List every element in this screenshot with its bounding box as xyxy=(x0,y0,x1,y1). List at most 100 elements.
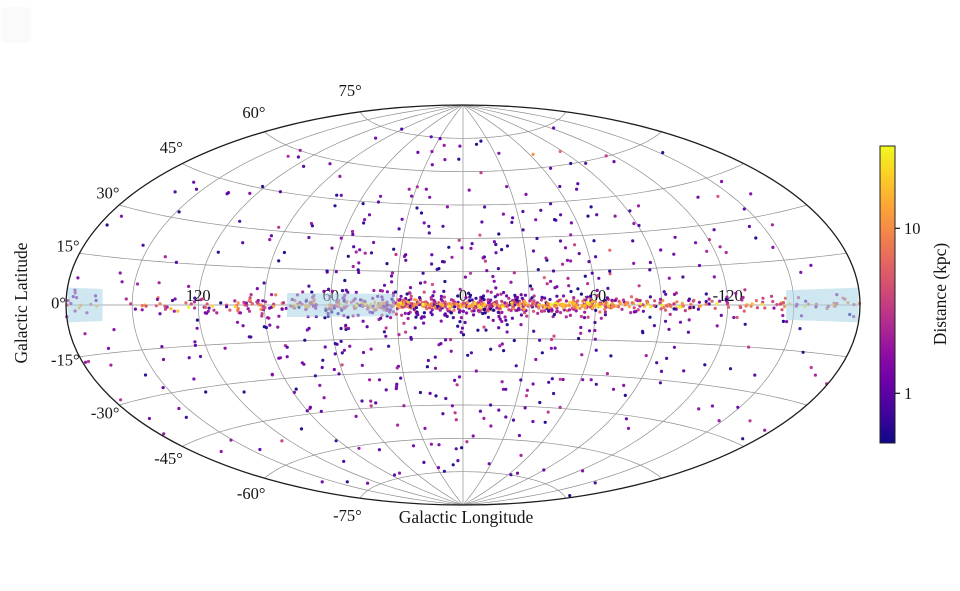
data-point xyxy=(504,318,508,322)
data-point xyxy=(558,184,562,189)
data-point xyxy=(771,245,775,249)
data-point xyxy=(532,299,536,303)
data-point xyxy=(351,264,355,269)
data-point xyxy=(505,185,509,189)
data-point xyxy=(321,358,325,362)
data-point xyxy=(505,294,509,298)
data-point xyxy=(272,302,276,306)
data-point xyxy=(549,166,553,170)
data-point xyxy=(451,463,455,467)
data-point xyxy=(482,307,487,311)
data-point xyxy=(581,378,585,382)
lat-tick-label: -15° xyxy=(51,350,80,369)
data-point xyxy=(621,298,626,302)
data-point xyxy=(463,320,467,325)
data-point xyxy=(374,401,378,405)
data-point xyxy=(479,302,483,306)
data-point xyxy=(430,253,434,257)
data-point xyxy=(595,288,599,292)
data-point xyxy=(545,282,549,286)
data-point xyxy=(300,361,304,365)
data-point xyxy=(135,282,140,286)
data-point xyxy=(483,205,487,209)
data-point xyxy=(174,260,178,264)
data-point xyxy=(377,378,382,382)
data-point xyxy=(754,299,759,303)
data-point xyxy=(539,298,544,302)
data-point xyxy=(461,301,466,305)
lat-tick-label: -75° xyxy=(333,506,362,525)
data-point xyxy=(318,383,322,387)
data-point xyxy=(464,296,468,300)
data-point xyxy=(447,245,451,249)
data-point xyxy=(526,303,530,307)
data-point xyxy=(270,293,274,297)
data-point xyxy=(704,299,708,304)
data-point xyxy=(597,276,601,280)
data-point xyxy=(419,316,423,320)
data-point xyxy=(672,302,676,306)
data-point xyxy=(507,296,511,300)
data-point xyxy=(567,308,572,312)
data-point xyxy=(456,459,460,463)
data-point xyxy=(427,231,431,235)
data-point xyxy=(582,316,587,320)
data-point xyxy=(558,405,562,409)
data-point xyxy=(358,248,362,252)
data-point xyxy=(589,297,593,301)
data-point xyxy=(505,244,510,248)
data-point xyxy=(692,298,696,302)
data-point xyxy=(561,294,566,298)
data-point xyxy=(742,207,746,211)
data-point xyxy=(379,316,383,320)
data-point xyxy=(478,409,482,413)
data-point xyxy=(319,409,323,413)
data-point xyxy=(258,447,262,452)
data-point xyxy=(429,442,433,446)
data-point xyxy=(558,149,562,154)
data-point xyxy=(785,320,789,324)
data-point xyxy=(445,205,449,209)
data-point xyxy=(361,202,365,206)
lat-tick-label: 0° xyxy=(51,294,66,313)
data-point xyxy=(549,202,553,206)
data-point xyxy=(348,344,352,348)
data-point xyxy=(798,327,802,331)
data-point xyxy=(552,391,556,396)
data-point xyxy=(673,235,677,239)
data-point xyxy=(482,325,486,329)
data-point xyxy=(399,294,403,298)
data-point xyxy=(720,179,724,184)
data-point xyxy=(617,299,621,303)
data-point xyxy=(86,359,91,364)
data-point xyxy=(577,252,581,256)
data-point xyxy=(531,249,536,253)
data-point xyxy=(492,302,496,306)
data-point xyxy=(298,148,302,152)
colorbar-tick-label: 10 xyxy=(904,219,921,238)
data-point xyxy=(337,372,341,376)
data-point xyxy=(496,293,500,297)
data-point xyxy=(162,432,166,436)
data-point xyxy=(212,308,216,312)
data-point xyxy=(813,373,818,377)
data-point xyxy=(354,290,358,294)
data-point xyxy=(501,212,505,216)
data-point xyxy=(471,313,476,317)
data-point xyxy=(500,319,504,324)
data-point xyxy=(422,460,426,464)
data-point xyxy=(470,298,474,302)
data-point xyxy=(261,299,265,303)
data-point xyxy=(628,209,632,213)
data-point xyxy=(738,304,742,308)
data-point xyxy=(176,309,180,313)
data-point xyxy=(672,345,677,349)
data-point xyxy=(772,306,776,310)
data-point xyxy=(157,281,161,285)
data-point xyxy=(354,250,358,254)
data-point xyxy=(158,312,162,316)
data-point xyxy=(712,228,716,232)
data-point xyxy=(443,279,447,284)
data-point xyxy=(509,473,513,477)
data-point xyxy=(489,403,493,407)
